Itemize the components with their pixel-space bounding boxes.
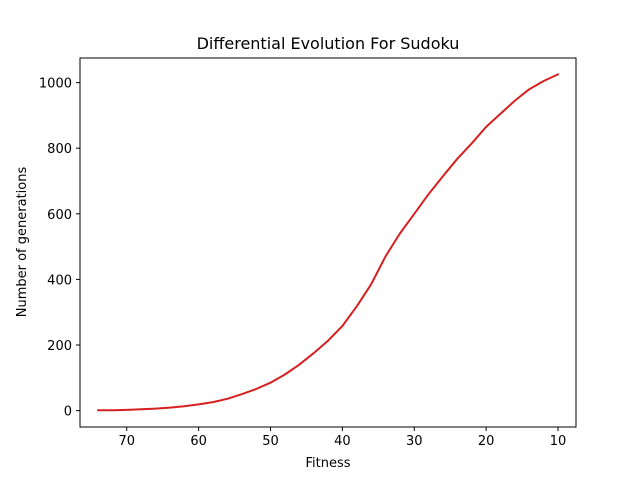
y-tick-label: 600 (47, 208, 72, 223)
y-axis: 0 200 400 600 800 1000 (39, 77, 80, 420)
x-tick-label: 40 (334, 434, 351, 449)
x-axis: 70 60 50 40 30 20 10 (118, 427, 566, 449)
y-tick-label: 200 (47, 339, 72, 354)
y-tick-label: 0 (64, 405, 72, 420)
chart-title: Differential Evolution For Sudoku (197, 34, 460, 53)
axes-frame (79, 57, 577, 428)
plot-area (97, 73, 559, 412)
y-tick-label: 800 (47, 142, 72, 157)
y-tick-label: 1000 (39, 77, 72, 92)
y-axis-label: Number of generations (15, 167, 30, 318)
x-tick-label: 10 (550, 434, 567, 449)
x-tick-label: 50 (262, 434, 279, 449)
x-axis-label: Fitness (305, 456, 350, 471)
x-tick-label: 30 (406, 434, 423, 449)
y-tick-label: 400 (47, 273, 72, 288)
x-tick-label: 70 (118, 434, 135, 449)
x-tick-label: 60 (190, 434, 207, 449)
x-tick-label: 20 (478, 434, 495, 449)
series-line (97, 73, 559, 412)
